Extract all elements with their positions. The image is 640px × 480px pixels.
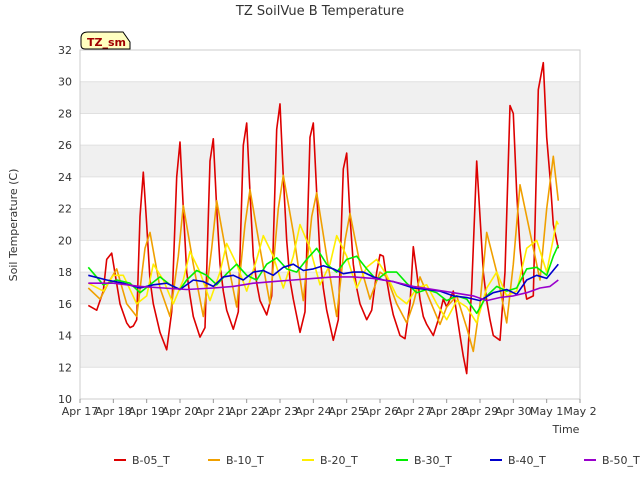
- x-tick-label: Apr 18: [95, 405, 132, 418]
- series-line-b-05-t: [87, 61, 560, 375]
- plot-border: [79, 49, 581, 400]
- x-tick-label: Apr 28: [428, 405, 465, 418]
- x-tick-label: Apr 22: [228, 405, 265, 418]
- x-axis-label: Time: [552, 423, 580, 436]
- chart-title: TZ SoilVue B Temperature: [235, 4, 404, 19]
- site-badge-label: TZ_sm: [87, 36, 126, 49]
- y-tick-label: 30: [58, 76, 72, 89]
- band: [80, 50, 580, 82]
- x-tick-label: Apr 30: [495, 405, 532, 418]
- series-line-b-20-t: [87, 220, 560, 324]
- legend-label: B-20_T: [320, 454, 358, 467]
- background-bands: [80, 50, 580, 399]
- y-tick-label: 20: [58, 234, 72, 247]
- y-axis-label: Soil Temperature (C): [7, 169, 20, 282]
- y-tick-label: 12: [58, 361, 72, 374]
- series-line-b-10-t: [87, 155, 560, 353]
- series-line-b-50-t: [88, 276, 559, 302]
- band: [80, 145, 580, 177]
- y-tick-label: 32: [58, 44, 72, 57]
- band: [80, 176, 580, 209]
- band: [80, 208, 580, 241]
- x-tick-label: Apr 21: [195, 405, 232, 418]
- y-tick-label: 22: [58, 203, 72, 216]
- x-tick-label: Apr 23: [262, 405, 299, 418]
- x-tick-label: Apr 29: [462, 405, 499, 418]
- y-axis-ticks: 10 12 14 16 18 20 22 24 26 28 30 32: [58, 44, 72, 406]
- x-tick-label: Apr 17: [62, 405, 99, 418]
- legend-label: B-10_T: [226, 454, 264, 467]
- band: [80, 303, 580, 336]
- y-tick-label: 10: [58, 393, 72, 406]
- band: [80, 367, 580, 399]
- x-tick-label: May 2: [563, 405, 596, 418]
- y-tick-label: 26: [58, 139, 72, 152]
- site-badge: TZ_sm: [80, 31, 131, 50]
- x-tick-label: Apr 25: [328, 405, 365, 418]
- x-tick-label: Apr 19: [128, 405, 165, 418]
- legend-label: B-30_T: [414, 454, 452, 467]
- x-tick-label: Apr 26: [362, 405, 399, 418]
- series-lines: [87, 61, 560, 375]
- legend: B-05_T B-10_T B-20_T B-30_T B-40_T B-50_T: [114, 454, 640, 467]
- y-tick-label: 14: [58, 330, 72, 343]
- band: [80, 335, 580, 368]
- x-tick-label: Apr 24: [295, 405, 332, 418]
- legend-label: B-40_T: [508, 454, 546, 467]
- legend-label: B-05_T: [132, 454, 170, 467]
- y-tick-label: 24: [58, 171, 72, 184]
- x-tick-label: Apr 20: [162, 405, 199, 418]
- y-tick-label: 28: [58, 107, 72, 120]
- x-tick-label: Apr 27: [395, 405, 432, 418]
- band: [80, 113, 580, 146]
- band: [80, 81, 580, 114]
- x-tick-label: May 1: [530, 405, 563, 418]
- y-tick-label: 18: [58, 266, 72, 279]
- y-tick-label: 16: [58, 298, 72, 311]
- legend-label: B-50_T: [602, 454, 640, 467]
